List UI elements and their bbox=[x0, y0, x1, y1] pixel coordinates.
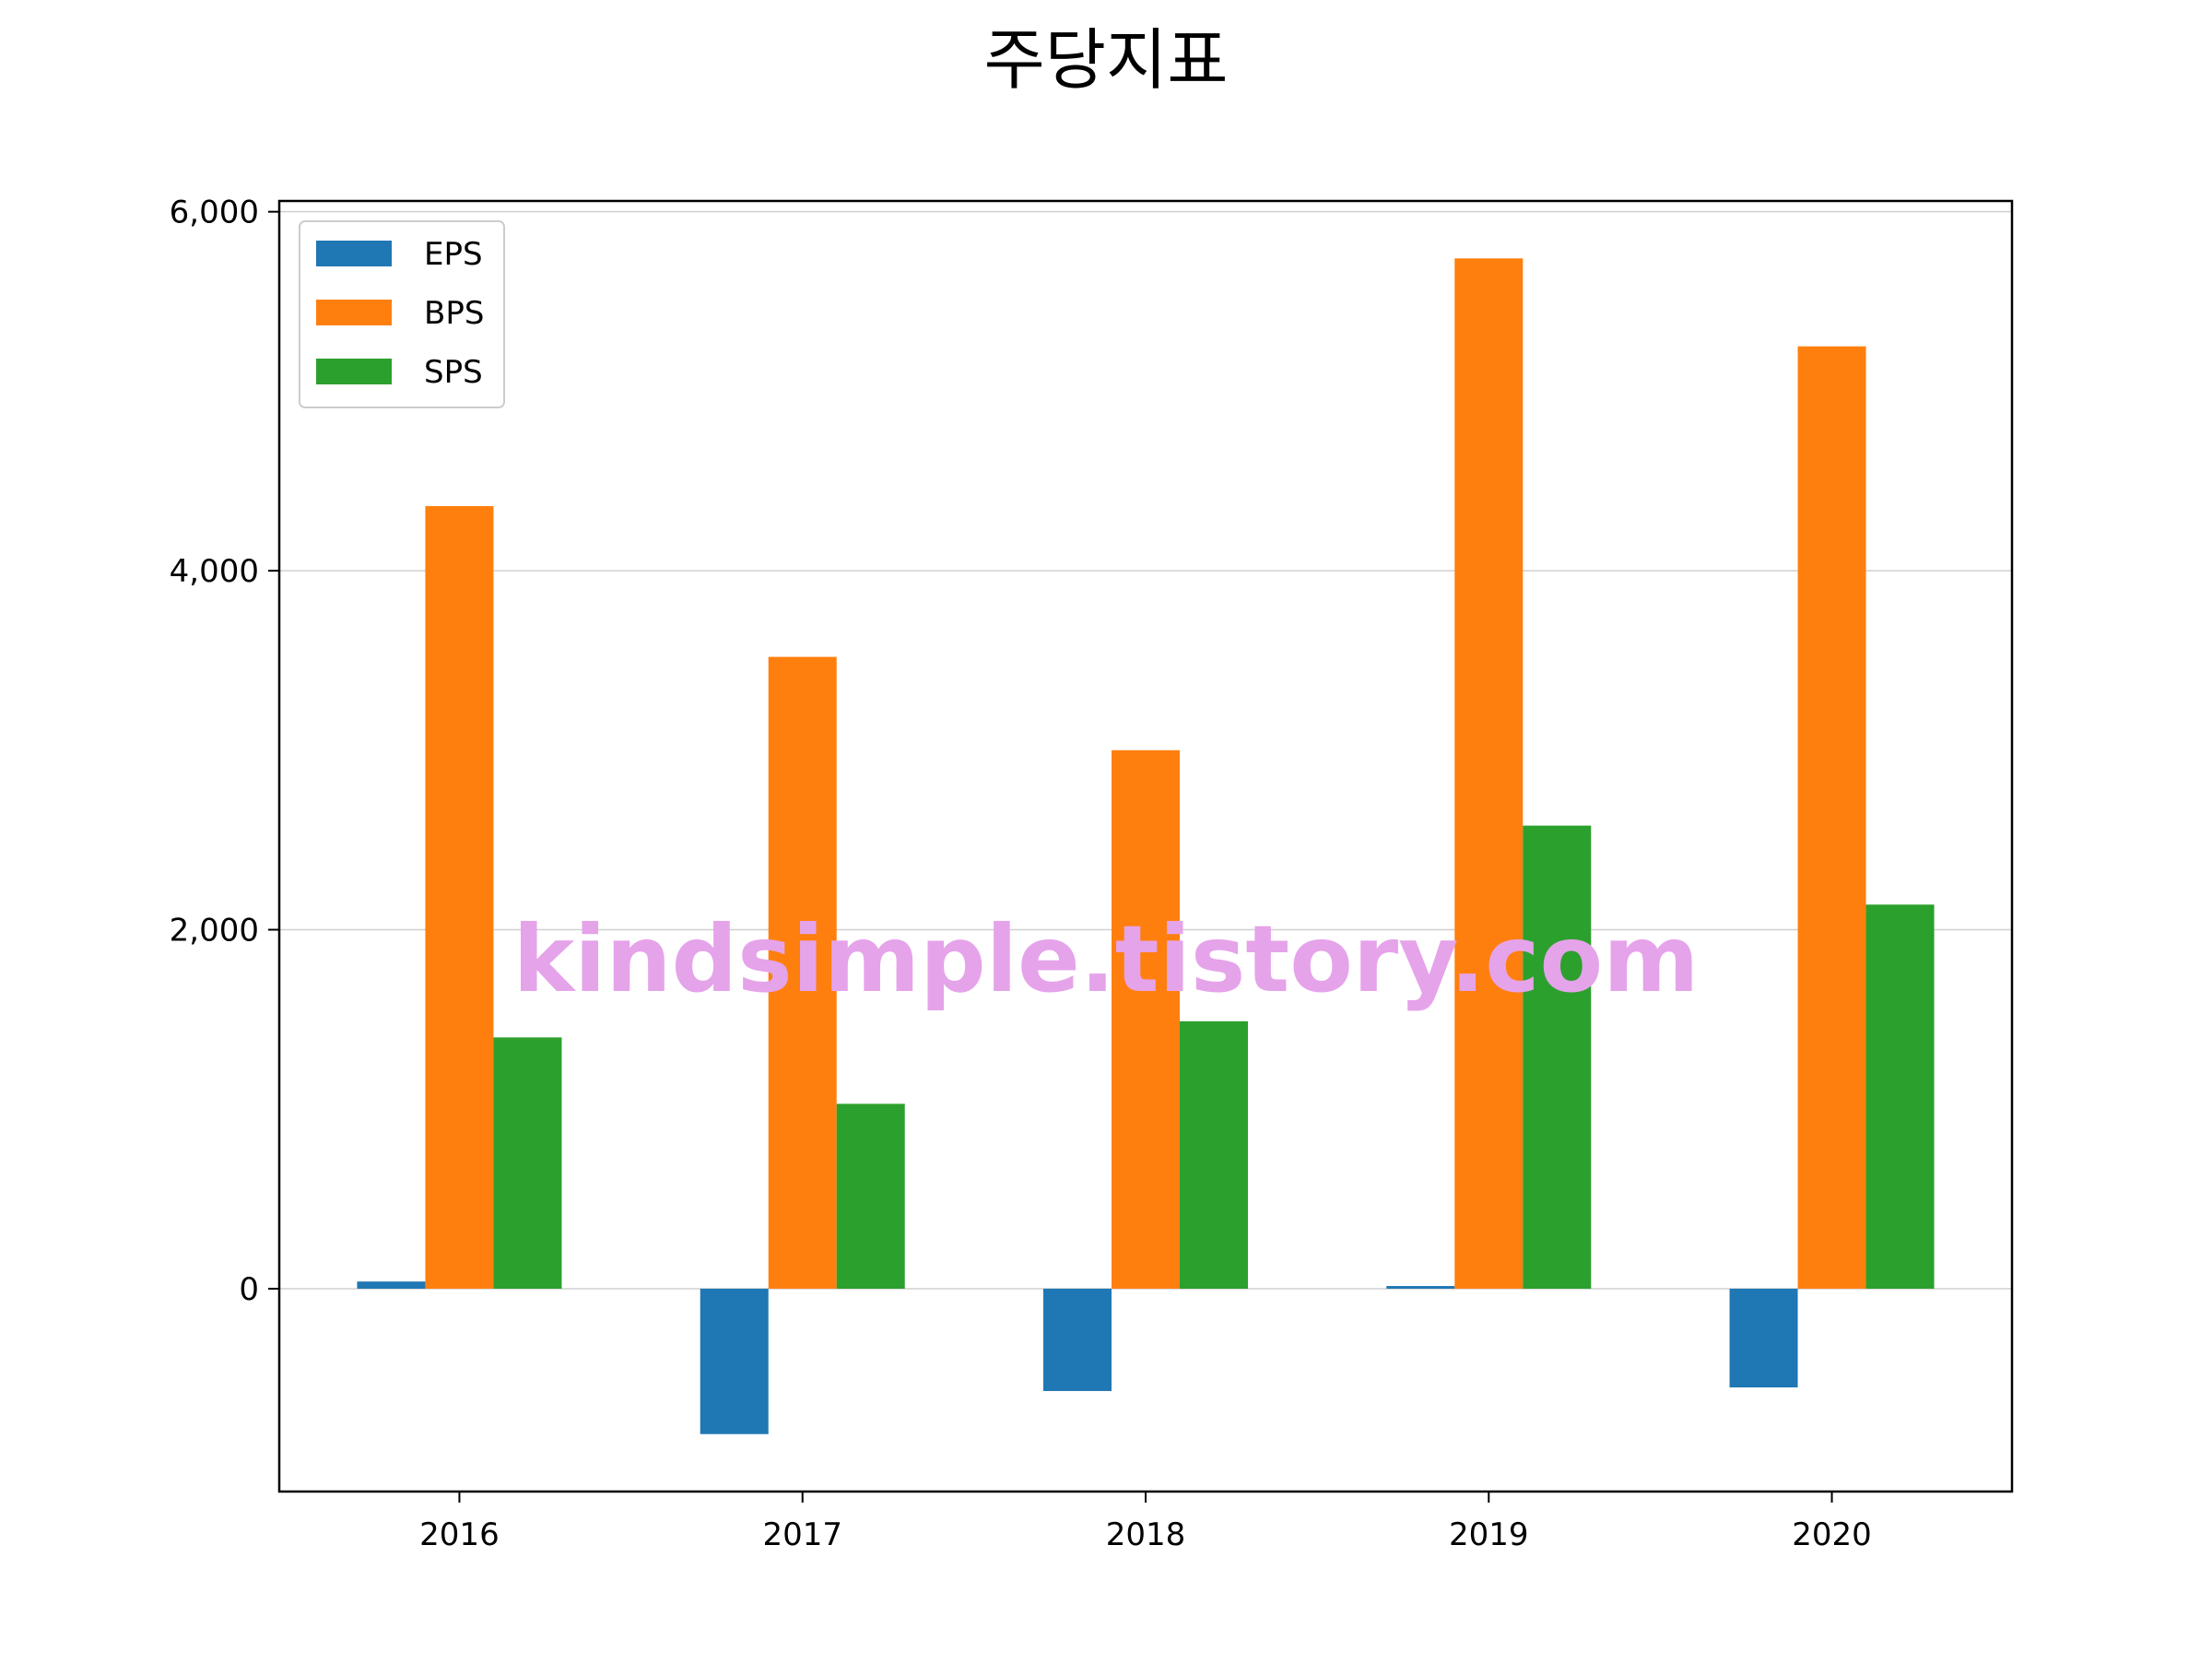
bar-eps-2016 bbox=[357, 1281, 426, 1289]
bar-bps-2018 bbox=[1112, 749, 1180, 1289]
legend: EPS BPS SPS bbox=[299, 220, 505, 408]
legend-swatch-sps bbox=[316, 359, 392, 384]
bar-bps-2019 bbox=[1454, 258, 1524, 1289]
x-tick-label: 2019 bbox=[1449, 1516, 1529, 1553]
legend-swatch-eps bbox=[316, 241, 392, 266]
x-tick-label: 2018 bbox=[1106, 1516, 1186, 1553]
legend-label-sps: SPS bbox=[424, 354, 483, 391]
x-tick-label: 2017 bbox=[762, 1516, 842, 1553]
y-tick-label: 0 bbox=[239, 1271, 259, 1308]
y-tick-label: 2,000 bbox=[170, 913, 259, 949]
bar-sps-2018 bbox=[1180, 1020, 1248, 1289]
x-tick-label: 2016 bbox=[419, 1516, 500, 1553]
bar-bps-2017 bbox=[768, 656, 837, 1289]
bar-sps-2020 bbox=[1865, 904, 1935, 1289]
legend-swatch-bps bbox=[316, 300, 392, 325]
y-tick-label: 6,000 bbox=[170, 195, 259, 231]
axes: 0 2,000 4,000 6,000 2016 2017 2018 2019 2020 bbox=[170, 195, 2014, 1553]
bar-eps-2018 bbox=[1043, 1288, 1112, 1391]
bar-eps-2019 bbox=[1386, 1286, 1455, 1289]
x-tick-label: 2020 bbox=[1792, 1516, 1872, 1553]
bar-sps-2017 bbox=[836, 1103, 905, 1289]
watermark-text: kindsimple.tistory.com bbox=[513, 905, 1700, 1013]
bar-bps-2016 bbox=[425, 506, 494, 1289]
bars bbox=[357, 258, 1935, 1434]
chart-title: 주당지표 bbox=[984, 21, 1229, 99]
bar-sps-2016 bbox=[493, 1037, 562, 1289]
legend-label-eps: EPS bbox=[424, 236, 483, 273]
legend-label-bps: BPS bbox=[424, 295, 484, 332]
bar-bps-2020 bbox=[1797, 346, 1866, 1289]
bar-eps-2017 bbox=[700, 1288, 769, 1434]
y-tick-label: 4,000 bbox=[170, 553, 259, 590]
bar-eps-2020 bbox=[1729, 1288, 1798, 1388]
bar-sps-2019 bbox=[1523, 825, 1592, 1289]
